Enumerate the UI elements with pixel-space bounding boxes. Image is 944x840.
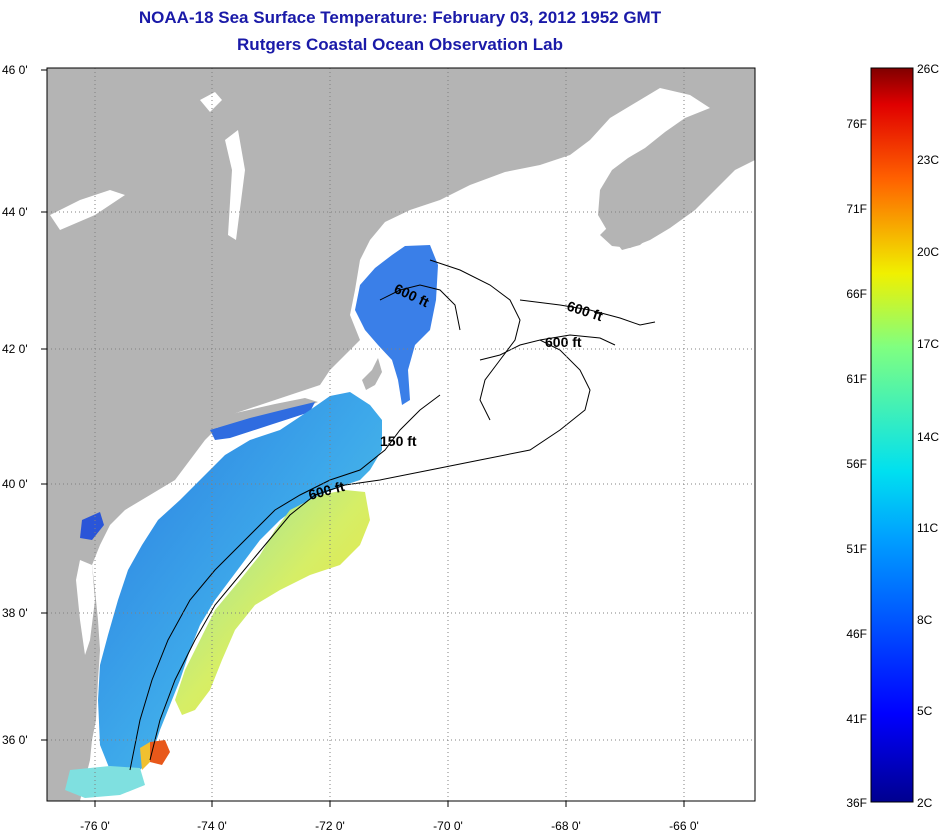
axis-ticks (41, 69, 685, 807)
sst-long-island-sound (210, 402, 315, 440)
chesapeake-bay (76, 560, 95, 655)
lake (225, 130, 245, 240)
land-cape-cod (362, 358, 382, 390)
contour-line (519, 299, 656, 326)
lat-label: 42 0' (2, 342, 28, 356)
contour-line (379, 284, 461, 331)
contour-line (149, 339, 591, 761)
lon-label: -74 0' (197, 819, 227, 833)
land-nova-scotia (600, 125, 755, 248)
map-border (46, 67, 756, 802)
lon-label: -66 0' (669, 819, 699, 833)
land-long-island (205, 398, 318, 428)
lake (200, 92, 222, 112)
lake (50, 190, 125, 230)
sst-hatteras-yellow (140, 742, 150, 770)
title-line-2: Rutgers Coastal Ocean Observation Lab (237, 35, 563, 54)
contour-label: 150 ft (380, 433, 417, 449)
lat-label: 46 0' (2, 63, 28, 77)
sst-gulf-of-maine (355, 245, 438, 405)
contour-line (539, 334, 616, 346)
lon-label: -68 0' (551, 819, 581, 833)
lat-label: 36 0' (2, 733, 28, 747)
sst-delaware-bay (80, 512, 104, 540)
contour-line (129, 394, 441, 771)
lon-label: -72 0' (315, 819, 345, 833)
contour-label: 600 ft (545, 334, 582, 350)
sst-hatteras-warm (150, 740, 170, 765)
lon-label: -70 0' (433, 819, 463, 833)
title-line-1: NOAA-18 Sea Surface Temperature: Februar… (138, 8, 662, 27)
sst-slope-warm (175, 490, 370, 715)
sst-pamlico (65, 766, 145, 798)
lat-label: 44 0' (2, 205, 28, 219)
lat-label: 40 0' (2, 477, 28, 491)
contour-line (429, 259, 521, 421)
lat-label: 38 0' (2, 606, 28, 620)
bathymetry-contours (129, 259, 656, 771)
lon-label: -76 0' (80, 819, 110, 833)
land-mainland (47, 68, 755, 801)
